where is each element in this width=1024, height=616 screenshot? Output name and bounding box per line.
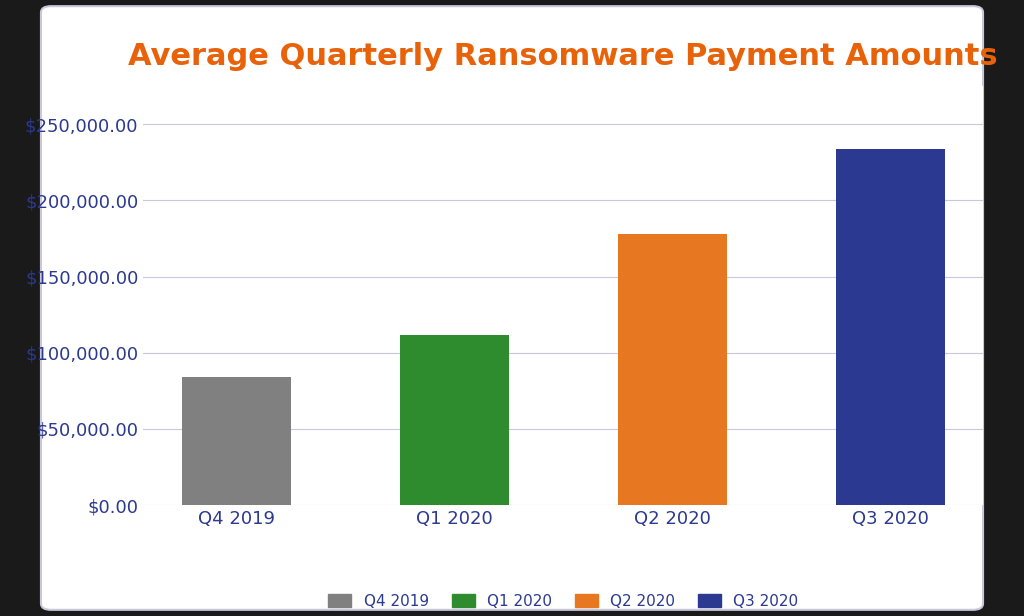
Bar <box>181 377 291 505</box>
Title: Average Quarterly Ransomware Payment Amounts: Average Quarterly Ransomware Payment Amo… <box>128 43 998 71</box>
Bar <box>399 335 509 505</box>
Legend: Q4 2019, Q1 2020, Q2 2020, Q3 2020: Q4 2019, Q1 2020, Q2 2020, Q3 2020 <box>323 588 804 615</box>
Bar <box>836 149 945 505</box>
FancyBboxPatch shape <box>41 6 983 610</box>
Bar <box>617 233 727 505</box>
